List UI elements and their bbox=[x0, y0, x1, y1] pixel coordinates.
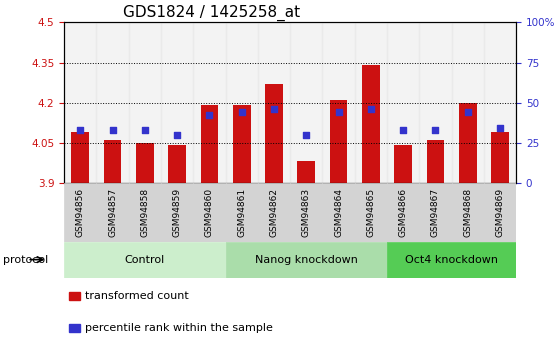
Bar bbox=[129, 22, 161, 183]
Bar bbox=[323, 22, 355, 183]
Bar bbox=[225, 22, 258, 183]
Text: GSM94863: GSM94863 bbox=[302, 188, 311, 237]
Bar bbox=[387, 241, 516, 278]
Bar bbox=[491, 132, 509, 183]
Point bbox=[205, 113, 214, 118]
Bar bbox=[69, 293, 80, 300]
Text: GSM94856: GSM94856 bbox=[76, 188, 85, 237]
Bar bbox=[419, 22, 451, 183]
Text: GSM94868: GSM94868 bbox=[463, 188, 472, 237]
Bar bbox=[258, 22, 290, 183]
Bar bbox=[362, 65, 380, 183]
Bar bbox=[355, 22, 387, 183]
Text: GSM94865: GSM94865 bbox=[367, 188, 376, 237]
Point bbox=[431, 127, 440, 133]
Point bbox=[367, 106, 376, 112]
Bar bbox=[330, 100, 348, 183]
Point bbox=[496, 126, 504, 131]
Bar bbox=[200, 105, 218, 183]
Text: GSM94864: GSM94864 bbox=[334, 188, 343, 237]
Text: GSM94862: GSM94862 bbox=[270, 188, 278, 237]
Bar bbox=[426, 140, 444, 183]
Text: GSM94869: GSM94869 bbox=[496, 188, 504, 237]
Point bbox=[334, 109, 343, 115]
Point bbox=[302, 132, 311, 137]
Text: GSM94866: GSM94866 bbox=[398, 188, 408, 237]
Point bbox=[172, 132, 181, 137]
Bar bbox=[290, 22, 323, 183]
Bar bbox=[355, 183, 387, 242]
Text: GSM94857: GSM94857 bbox=[108, 188, 117, 237]
Point bbox=[76, 127, 85, 133]
Bar bbox=[97, 183, 129, 242]
Bar bbox=[395, 145, 412, 183]
Bar bbox=[297, 161, 315, 183]
Point bbox=[270, 106, 278, 112]
Text: GSM94867: GSM94867 bbox=[431, 188, 440, 237]
Bar bbox=[290, 183, 323, 242]
Text: Nanog knockdown: Nanog knockdown bbox=[255, 255, 358, 265]
Text: GSM94861: GSM94861 bbox=[237, 188, 246, 237]
Bar bbox=[64, 183, 97, 242]
Bar bbox=[161, 22, 193, 183]
Text: Oct4 knockdown: Oct4 knockdown bbox=[405, 255, 498, 265]
Bar bbox=[451, 183, 484, 242]
Bar bbox=[484, 22, 516, 183]
Point bbox=[463, 109, 472, 115]
Bar bbox=[104, 140, 122, 183]
Bar bbox=[193, 183, 225, 242]
Bar bbox=[225, 241, 387, 278]
Bar bbox=[258, 183, 290, 242]
Bar bbox=[97, 22, 129, 183]
Bar bbox=[459, 102, 477, 183]
Text: percentile rank within the sample: percentile rank within the sample bbox=[84, 323, 272, 333]
Bar bbox=[129, 183, 161, 242]
Text: GDS1824 / 1425258_at: GDS1824 / 1425258_at bbox=[123, 5, 301, 21]
Bar bbox=[225, 183, 258, 242]
Point bbox=[237, 109, 246, 115]
Point bbox=[398, 127, 407, 133]
Text: GSM94859: GSM94859 bbox=[172, 188, 182, 237]
Text: protocol: protocol bbox=[3, 255, 48, 265]
Point bbox=[141, 127, 150, 133]
Bar bbox=[265, 84, 283, 183]
Bar bbox=[484, 183, 516, 242]
Text: transformed count: transformed count bbox=[84, 291, 188, 301]
Point bbox=[108, 127, 117, 133]
Bar bbox=[169, 145, 186, 183]
Bar bbox=[69, 324, 80, 332]
Text: Control: Control bbox=[125, 255, 165, 265]
Bar bbox=[387, 183, 419, 242]
Bar bbox=[387, 22, 419, 183]
Text: GSM94858: GSM94858 bbox=[141, 188, 150, 237]
Bar bbox=[161, 183, 193, 242]
Bar bbox=[451, 22, 484, 183]
Bar bbox=[193, 22, 225, 183]
Bar bbox=[64, 241, 225, 278]
Bar bbox=[136, 143, 154, 183]
Bar bbox=[323, 183, 355, 242]
Bar bbox=[64, 22, 97, 183]
Text: GSM94860: GSM94860 bbox=[205, 188, 214, 237]
Bar bbox=[233, 105, 251, 183]
Bar bbox=[419, 183, 451, 242]
Bar bbox=[71, 132, 89, 183]
